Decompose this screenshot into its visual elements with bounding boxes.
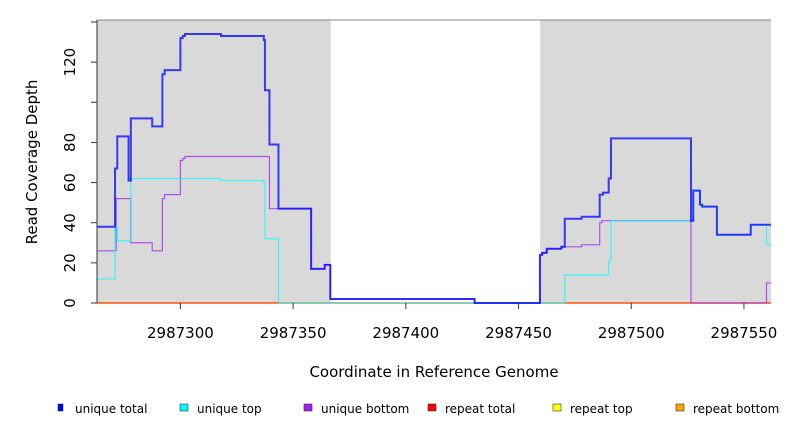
legend-item-repeat-bottom: repeat bottom [675, 402, 779, 416]
legend-label: unique top [197, 402, 262, 416]
shaded-regions [97, 20, 771, 303]
x-tick-label: 2987550 [711, 324, 778, 342]
legend-label: repeat top [570, 402, 633, 416]
x-axis-title: Coordinate in Reference Genome [309, 363, 558, 381]
series-lines [97, 33, 771, 304]
y-tick-label: 80 [61, 133, 79, 152]
y-tick-label: 40 [61, 213, 79, 232]
x-tick-label: 2987500 [598, 324, 665, 342]
legend-swatch [57, 403, 64, 412]
legend-item-unique-top: unique top [179, 402, 262, 416]
legend-swatch [427, 403, 437, 412]
legend-label: unique total [75, 402, 147, 416]
y-tick-label: 120 [61, 48, 79, 77]
x-tick-label: 2987350 [260, 324, 327, 342]
legend-swatch [552, 403, 562, 412]
series-line-unique-total [97, 33, 771, 304]
legend-label: repeat bottom [693, 402, 779, 416]
x-tick-label: 2987400 [372, 324, 439, 342]
legend-item-repeat-top: repeat top [552, 402, 633, 416]
shaded-region [97, 20, 331, 303]
x-tick-label: 2987300 [147, 324, 214, 342]
y-tick-label: 60 [61, 173, 79, 192]
legend-label: unique bottom [321, 402, 409, 416]
x-tick-label: 2987450 [485, 324, 552, 342]
y-axis-title: Read Coverage Depth [23, 80, 41, 245]
legend-item-repeat-total: repeat total [427, 402, 515, 416]
shaded-region [540, 20, 771, 303]
axes: 2987300 2987350 2987400 2987450 2987500 29875… [61, 20, 777, 342]
legend-item-unique-total: unique total [57, 402, 147, 416]
legend-swatch [179, 403, 189, 412]
legend-item-unique-bottom: unique bottom [303, 402, 409, 416]
y-tick-label: 20 [61, 253, 79, 272]
y-tick-label: 0 [61, 298, 79, 308]
legend-swatch [675, 403, 685, 412]
legend-swatch [303, 403, 313, 412]
legend-label: repeat total [445, 402, 515, 416]
legend: unique total unique top unique bottom repea… [57, 402, 779, 416]
